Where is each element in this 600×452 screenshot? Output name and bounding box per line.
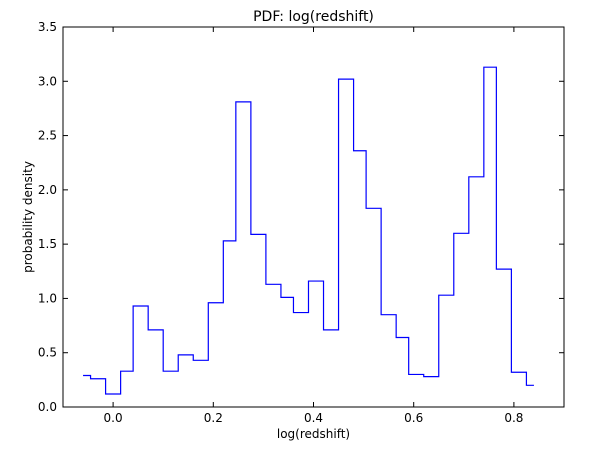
y-tick-label: 0.0	[38, 400, 57, 414]
y-tick-label: 1.5	[38, 237, 57, 251]
y-tick-label: 1.0	[38, 291, 57, 305]
chart-title: PDF: log(redshift)	[253, 9, 374, 25]
x-tick-label: 0.4	[304, 411, 323, 425]
x-tick-label: 0.6	[404, 411, 423, 425]
x-tick-label: 0.8	[504, 411, 523, 425]
ticks: 0.0 0.2 0.4 0.6 0.8 0.0 0.5 1.0 1.5 2.0 2.5 3.0 3.5	[38, 20, 564, 425]
y-axis-label: probability density	[21, 161, 35, 273]
y-tick-label: 0.5	[38, 346, 57, 360]
plot-frame	[62, 26, 565, 408]
y-tick-label: 3.0	[38, 74, 57, 88]
y-tick-label: 3.5	[38, 20, 57, 34]
y-tick-label: 2.5	[38, 129, 57, 143]
x-tick-label: 0.2	[204, 411, 223, 425]
plot-background	[63, 27, 564, 407]
y-tick-label: 2.0	[38, 183, 57, 197]
histogram-step-line	[83, 66, 534, 395]
x-axis-label: log(redshift)	[277, 427, 350, 441]
x-tick-label: 0.0	[104, 411, 123, 425]
